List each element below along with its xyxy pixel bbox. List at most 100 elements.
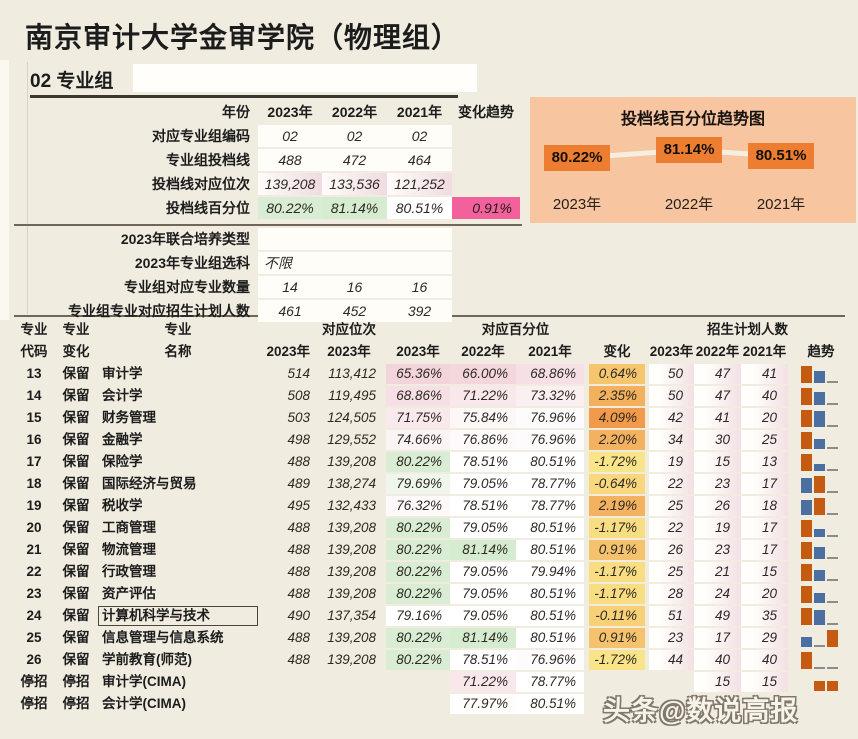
cell-trend xyxy=(796,496,846,516)
cell-rank-2023: 139,208 xyxy=(327,652,376,667)
summary-row: 投档线对应位次 139,208 133,536 121,252 xyxy=(14,173,520,195)
header-rank-year: 2023年 xyxy=(327,344,371,359)
cell-plan-2021: 40 xyxy=(741,386,788,406)
cell-pct-change: -1.17% xyxy=(589,518,645,538)
cell-major-code: 25 xyxy=(26,630,42,645)
header-pct-2023: 2023年 xyxy=(396,344,440,359)
header-plan-2022: 2022年 xyxy=(695,344,740,359)
cell-pct-2022: 75.84% xyxy=(450,408,516,428)
spark-bar xyxy=(827,535,838,537)
plan-trend-sparkline xyxy=(801,630,846,647)
table-row: 停招 停招 会计学(CIMA) 77.97% 80.51% xyxy=(14,694,846,714)
summary-year-2022: 2022年 xyxy=(331,104,378,120)
cell-plan-2021: 35 xyxy=(741,606,788,626)
cell-plan-2021: 17 xyxy=(741,518,788,538)
cell-plan-2022: 47 xyxy=(694,386,741,406)
table-row: 21 保留 物流管理 488 139,208 80.22% 81.14% 80.51% 0.91… xyxy=(14,540,846,560)
spark-bar xyxy=(801,388,812,405)
spark-bar xyxy=(814,498,825,515)
spark-bar xyxy=(827,681,838,691)
cell-pct-2022: 79.05% xyxy=(450,562,516,582)
summary-year-2023: 2023年 xyxy=(267,104,313,120)
sheet-column-gridline xyxy=(27,62,28,314)
cell-pct-change: 2.19% xyxy=(589,496,645,516)
cell-score-2023: 514 xyxy=(287,366,310,381)
plan-trend-sparkline xyxy=(801,366,846,383)
cell-score-2023: 488 xyxy=(287,564,310,579)
cell-major-name: 资产评估 xyxy=(102,586,156,601)
cell-trend xyxy=(796,672,846,692)
cell-major-change: 保留 xyxy=(62,630,90,645)
cell-pct-change: -0.11% xyxy=(589,606,645,626)
cell-rank-2023: 137,354 xyxy=(327,608,376,623)
cell-pct-2021: 78.77% xyxy=(516,496,584,516)
spark-bar xyxy=(814,411,825,427)
summary-value: 452 xyxy=(322,300,387,322)
spark-bar xyxy=(827,601,838,603)
cell-pct-2023: 71.75% xyxy=(386,408,450,428)
cell-pct-2023: 79.69% xyxy=(386,474,450,494)
spark-bar xyxy=(801,520,812,537)
cell-score-2023: 498 xyxy=(287,432,310,447)
plan-trend-sparkline xyxy=(801,564,846,581)
spark-bar xyxy=(827,557,838,559)
table-row: 20 保留 工商管理 488 139,208 80.22% 79.05% 80.51% -1.1… xyxy=(14,518,846,538)
summary-wide-value: 不限 xyxy=(258,252,452,274)
cell-major-code: 22 xyxy=(26,564,42,579)
summary-value: 488 xyxy=(258,149,322,171)
header-score-spacer xyxy=(258,320,316,340)
chart-xlabel-2023: 2023年 xyxy=(552,196,602,213)
cell-pct-change: -0.64% xyxy=(589,474,645,494)
cell-major-code: 20 xyxy=(26,520,42,535)
summary-value: 139,208 xyxy=(258,173,322,195)
summary-row: 2023年专业组选科 不限 xyxy=(14,252,452,274)
cell-pct-2021: 80.51% xyxy=(516,694,584,714)
cell-major-name: 保险学 xyxy=(102,454,143,469)
cell-major-change: 保留 xyxy=(62,608,90,623)
summary-row-label: 对应专业组编码 xyxy=(152,128,250,144)
cell-trend xyxy=(796,606,846,626)
summary-value: 121,252 xyxy=(387,173,452,195)
table-row: 16 保留 金融学 498 129,552 74.66% 76.86% 76.96% 2.20%… xyxy=(14,430,846,450)
table-row: 24 保留 计算机科学与技术 490 137,354 79.16% 79.05% 80.51%… xyxy=(14,606,846,626)
cell-plan-2022: 49 xyxy=(694,606,741,626)
spark-bar xyxy=(801,586,812,603)
cell-major-change: 保留 xyxy=(62,542,90,557)
table-row: 停招 停招 审计学(CIMA) 71.22% 78.77% 15 15 xyxy=(14,672,846,692)
cell-major-name: 会计学 xyxy=(102,388,143,403)
table-row: 26 保留 学前教育(师范) 488 139,208 80.22% 78.51% 76.96%… xyxy=(14,650,846,670)
cell-pct-2021: 79.94% xyxy=(516,562,584,582)
subtitle-background-cell xyxy=(133,64,477,92)
cell-pct-2022: 81.14% xyxy=(450,540,516,560)
cell-plan-2022: 41 xyxy=(694,408,741,428)
cell-pct-change: -1.17% xyxy=(589,562,645,582)
spacer xyxy=(788,408,796,428)
cell-pct-2023: 76.32% xyxy=(386,496,450,516)
spark-bar xyxy=(814,439,825,449)
plan-trend-sparkline xyxy=(801,498,846,515)
cell-major-name: 学前教育(师范) xyxy=(102,652,192,667)
cell-plan-2021: 13 xyxy=(741,452,788,472)
cell-rank-2023: 139,208 xyxy=(327,454,376,469)
watermark: 头条@数说高报 xyxy=(603,696,799,726)
header-plan-2021: 2021年 xyxy=(742,344,787,359)
cell-plan-2022: 15 xyxy=(694,672,741,692)
spark-bar xyxy=(801,500,812,515)
summary-row: 专业组专业对应招生计划人数 461 452 392 xyxy=(14,300,452,322)
cell-major-name: 税收学 xyxy=(102,498,143,513)
sheet-edge-strip xyxy=(0,60,9,320)
summary-trend-value xyxy=(452,125,520,147)
cell-major-name: 信息管理与信息系统 xyxy=(102,630,224,645)
cell-plan-2022: 30 xyxy=(694,430,741,450)
header-plan-2023: 2023年 xyxy=(649,344,694,359)
cell-major-code: 23 xyxy=(26,586,42,601)
spark-bar xyxy=(814,645,825,647)
table-row: 14 保留 会计学 508 119,495 68.86% 71.22% 73.32% 2.35%… xyxy=(14,386,846,406)
cell-major-name-selected[interactable]: 计算机科学与技术 xyxy=(98,606,258,626)
cell-major-name: 审计学 xyxy=(102,366,143,381)
cell-rank-2023: 139,208 xyxy=(327,586,376,601)
cell-major-change: 保留 xyxy=(62,564,90,579)
cell-pct-2023 xyxy=(386,694,450,714)
cell-pct-change: 4.09% xyxy=(589,408,645,428)
cell-score-2023: 490 xyxy=(287,608,310,623)
